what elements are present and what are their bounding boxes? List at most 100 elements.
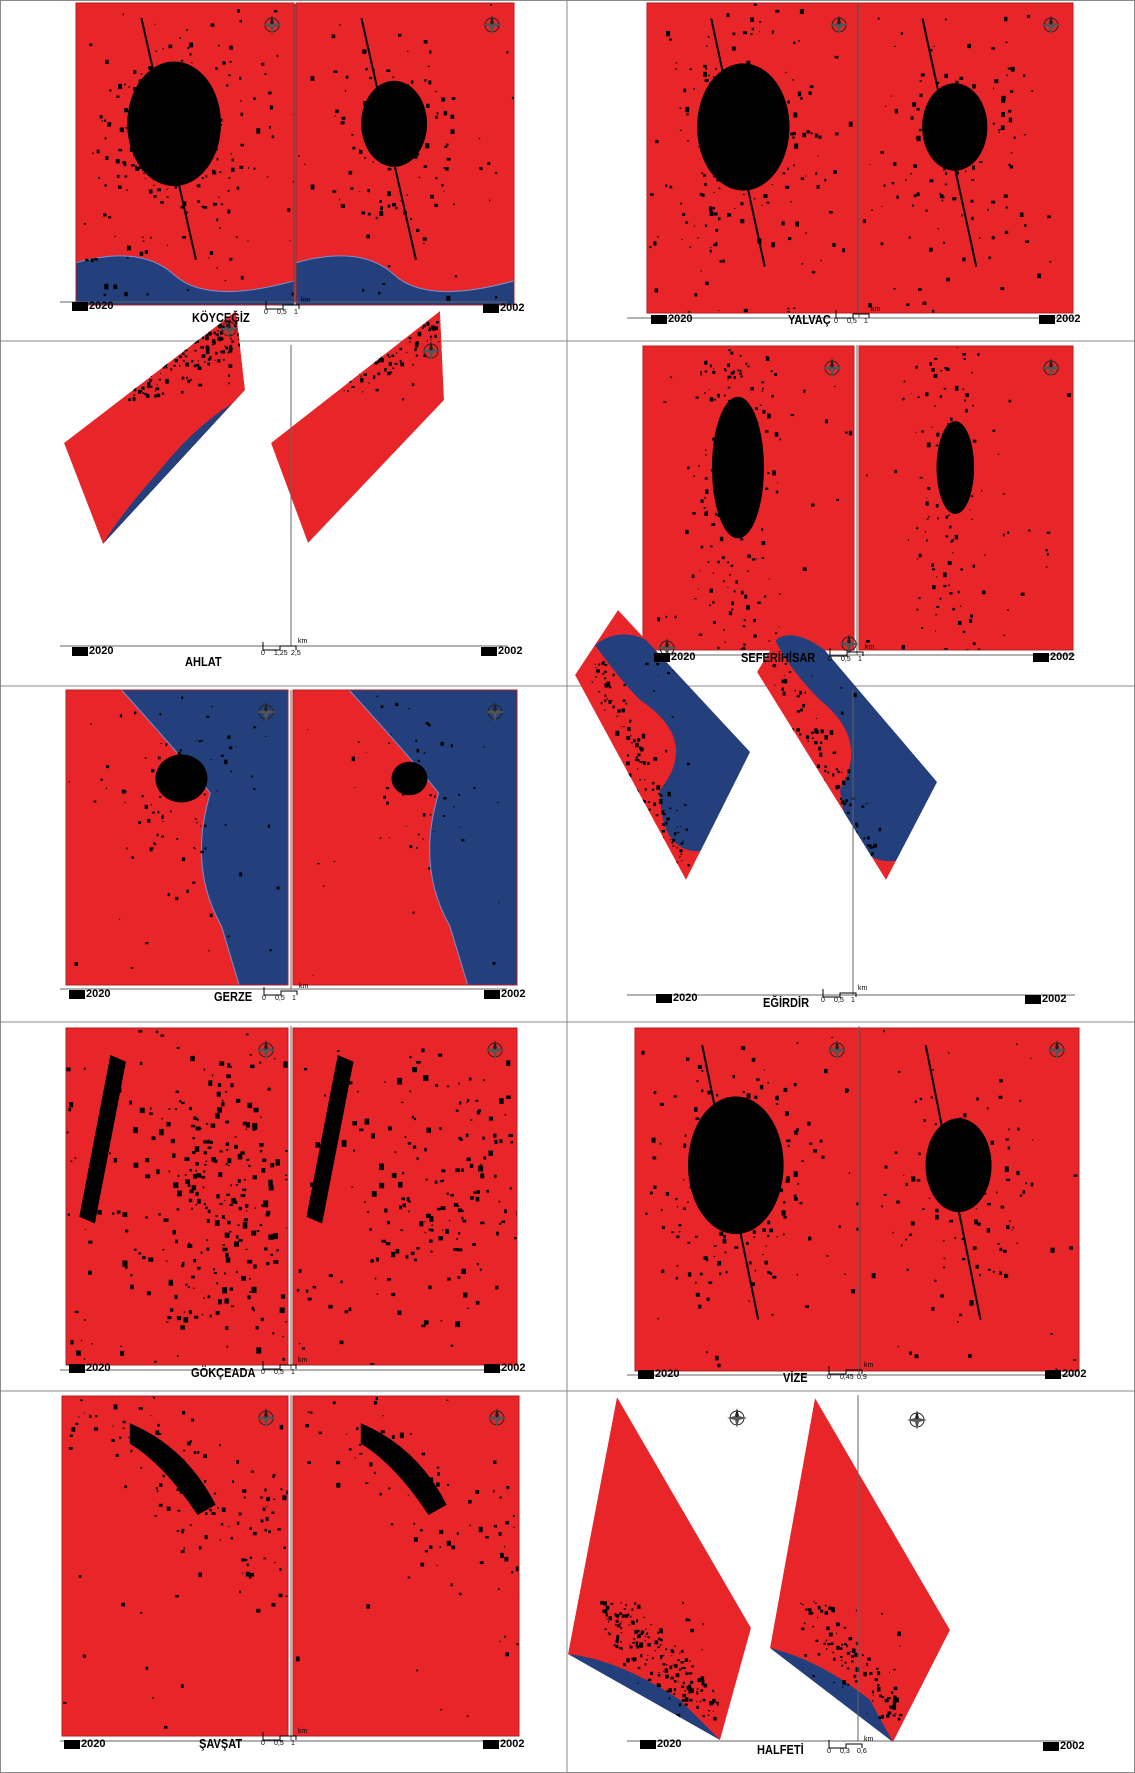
- urban-patch: [732, 1075, 735, 1079]
- urban-patch: [700, 1153, 705, 1157]
- urban-patch: [701, 1649, 703, 1651]
- urban-patch: [189, 42, 193, 48]
- urban-patch: [450, 114, 455, 119]
- urban-patch: [877, 1684, 880, 1687]
- urban-patch: [933, 45, 935, 47]
- urban-patch: [410, 86, 412, 89]
- airport-runway: [79, 1054, 126, 1224]
- urban-patch: [971, 518, 973, 520]
- urban-patch: [121, 370, 124, 373]
- urban-patch: [772, 1190, 776, 1195]
- urban-patch: [870, 844, 872, 847]
- urban-patch: [1004, 1166, 1009, 1172]
- urban-patch: [654, 288, 659, 293]
- scale-unit-label: km: [858, 985, 868, 992]
- urban-patch: [796, 728, 800, 732]
- urban-patch: [964, 1167, 967, 1170]
- urban-patch: [400, 1229, 403, 1232]
- urban-patch: [778, 127, 782, 131]
- urban-patch: [158, 1433, 162, 1435]
- urban-patch: [268, 1179, 273, 1186]
- urban-patch: [1001, 112, 1005, 117]
- urban-patch: [266, 1262, 270, 1266]
- urban-patch: [685, 529, 689, 535]
- urban-patch: [844, 1643, 846, 1644]
- urban-patch: [735, 81, 739, 85]
- urban-patch: [362, 354, 366, 356]
- urban-patch: [856, 1202, 859, 1206]
- urban-patch: [979, 1273, 982, 1277]
- urban-patch: [103, 393, 107, 396]
- vize-year-left: 2020: [638, 1368, 679, 1380]
- urban-patch: [410, 80, 414, 84]
- road-line: [701, 1044, 760, 1320]
- year-text: 2002: [1062, 1368, 1087, 1380]
- urban-patch: [185, 342, 189, 347]
- savsat-scale-bar: 0 0,5 1 km: [261, 1728, 322, 1752]
- urban-patch: [478, 1109, 482, 1112]
- road-line: [140, 17, 197, 260]
- urban-patch: [146, 394, 150, 398]
- urban-patch: [328, 1274, 333, 1277]
- urban-patch: [871, 846, 875, 849]
- urban-patch: [163, 365, 166, 367]
- urban-patch: [146, 385, 151, 388]
- urban-patch: [896, 1200, 900, 1204]
- urban-patch: [212, 171, 217, 175]
- urban-patch: [210, 90, 214, 95]
- urban-patch: [172, 764, 176, 767]
- urban-patch: [702, 1714, 705, 1718]
- urban-patch: [181, 1528, 185, 1531]
- urban-patch: [728, 171, 733, 177]
- urban-patch: [167, 161, 170, 165]
- urban-patch: [148, 66, 153, 70]
- urban-patch: [668, 1688, 672, 1693]
- urban-patch: [81, 387, 84, 390]
- urban-patch: [313, 386, 316, 388]
- legend-urban-swatch: [72, 646, 88, 656]
- urban-patch: [185, 127, 187, 129]
- legend-urban-swatch: [656, 993, 672, 1003]
- urban-patch: [246, 1033, 249, 1036]
- urban-patch: [750, 387, 754, 391]
- urban-patch: [959, 76, 964, 80]
- urban-patch: [669, 185, 673, 189]
- urban-patch: [183, 1319, 188, 1323]
- scale-unit-label: km: [871, 306, 881, 313]
- urban-patch: [418, 176, 420, 178]
- urban-patch: [98, 176, 101, 179]
- urban-patch: [703, 174, 706, 177]
- urban-patch: [848, 430, 853, 436]
- urban-patch: [743, 119, 747, 123]
- urban-patch: [428, 327, 431, 330]
- urban-patch: [717, 485, 720, 488]
- north-arrow-icon: [421, 341, 441, 361]
- urban-patch: [727, 386, 731, 389]
- urban-patch: [428, 1285, 432, 1290]
- urban-patch: [278, 1593, 283, 1598]
- map-gokceada-right: [292, 1027, 518, 1366]
- urban-patch: [148, 189, 153, 194]
- urban-patch: [802, 703, 805, 708]
- urban-patch: [118, 185, 122, 189]
- urban-patch: [723, 368, 726, 370]
- urban-patch: [197, 763, 201, 768]
- urban-patch: [640, 1632, 644, 1635]
- urban-patch: [753, 114, 757, 117]
- urban-patch: [955, 80, 959, 84]
- urban-patch: [936, 432, 940, 437]
- urban-patch: [774, 684, 776, 686]
- urban-patch: [787, 307, 790, 310]
- urban-patch: [265, 1213, 270, 1217]
- urban-patch: [380, 99, 385, 105]
- urban-patch: [116, 384, 120, 389]
- urban-patch: [458, 1232, 461, 1235]
- urban-patch: [663, 837, 665, 838]
- urban-patch: [722, 168, 724, 171]
- urban-patch: [806, 735, 810, 739]
- urban-patch: [442, 1179, 444, 1182]
- urban-patch: [407, 1494, 409, 1496]
- urban-patch: [499, 1222, 502, 1225]
- urban-patch: [647, 762, 650, 765]
- urban-patch: [636, 1629, 640, 1633]
